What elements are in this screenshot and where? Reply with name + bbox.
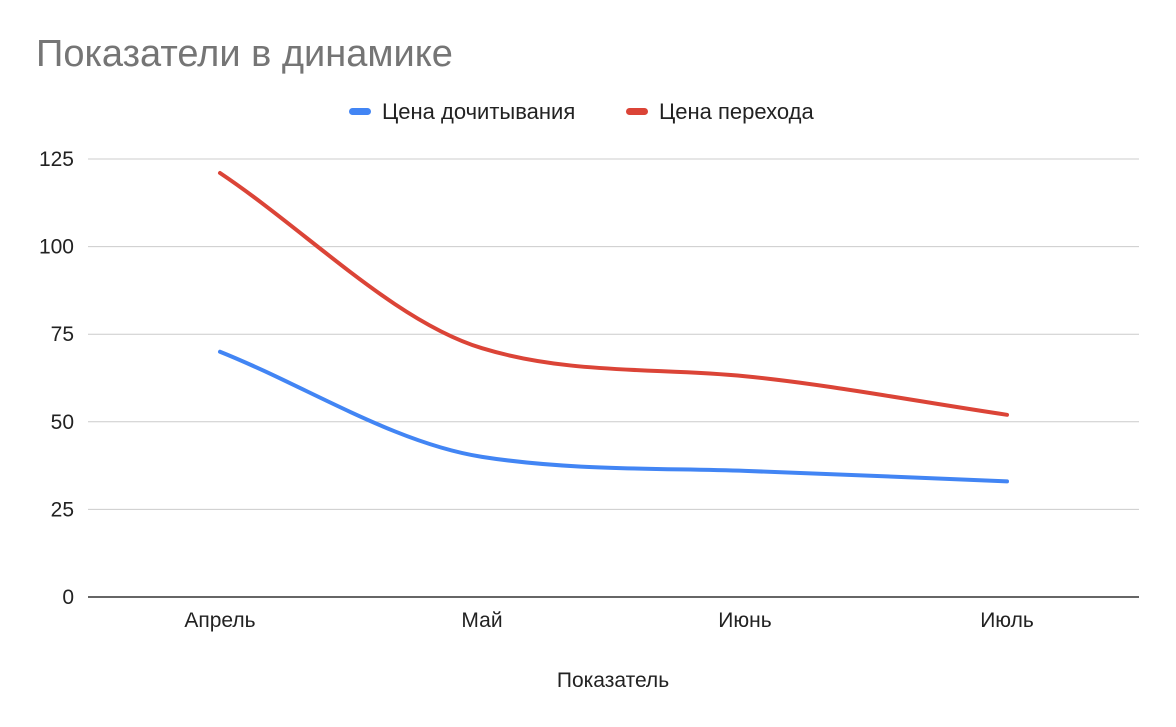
- x-axis-title: Показатель: [557, 669, 669, 692]
- chart-title: Показатели в динамике: [36, 33, 453, 75]
- y-tick-label: 25: [51, 498, 74, 521]
- x-tick-label: Июнь: [718, 609, 771, 632]
- y-tick-label: 50: [51, 411, 74, 434]
- legend-label: Цена дочитывания: [382, 99, 575, 124]
- legend-swatch: [349, 108, 371, 115]
- legend-swatch: [626, 108, 648, 115]
- series-line-2: [218, 171, 1009, 417]
- grid: [88, 158, 1139, 598]
- y-tick-label: 0: [62, 586, 74, 609]
- legend-label: Цена перехода: [659, 99, 814, 124]
- x-tick-label: Апрель: [184, 609, 255, 632]
- series-layer: [218, 171, 1009, 484]
- series-line-1: [218, 349, 1009, 484]
- x-axis-ticks: Апрель Май Июнь Июль: [184, 609, 1033, 632]
- y-axis-ticks: 0 25 50 75 100 125: [39, 148, 74, 609]
- x-tick-label: Июль: [980, 609, 1034, 632]
- y-tick-label: 125: [39, 148, 74, 171]
- x-tick-label: Май: [461, 609, 502, 632]
- legend: Цена дочитывания Цена перехода: [349, 99, 814, 124]
- y-tick-label: 75: [51, 323, 74, 346]
- y-tick-label: 100: [39, 236, 74, 259]
